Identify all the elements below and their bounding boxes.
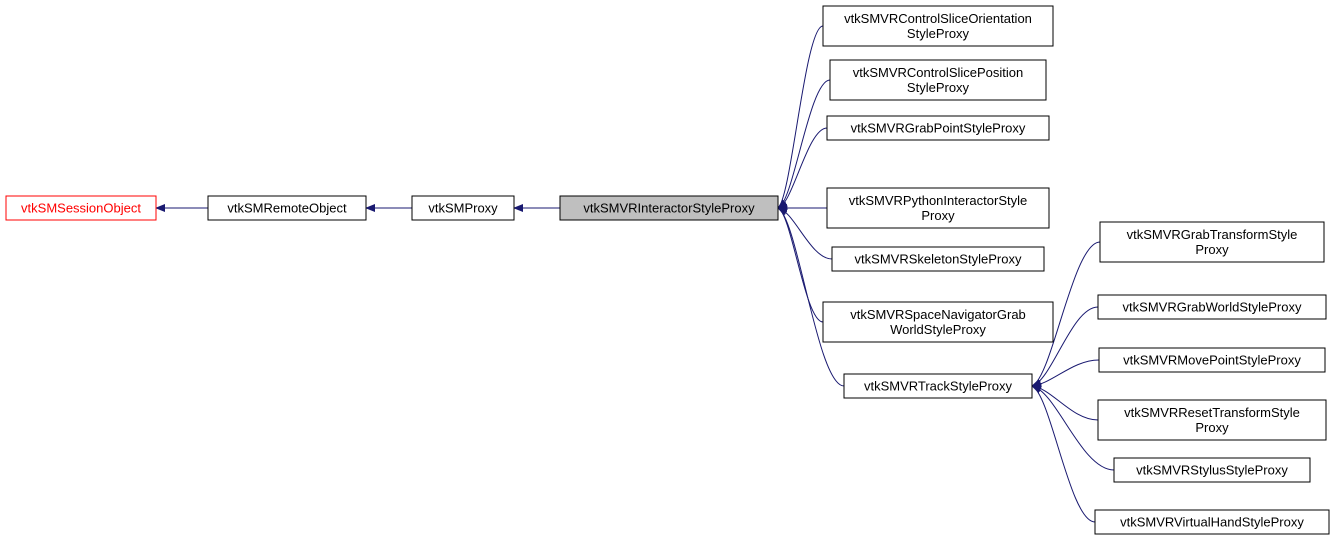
node-spaceNav[interactable]: vtkSMVRSpaceNavigatorGrabWorldStyleProxy bbox=[823, 302, 1053, 342]
node-stylus[interactable]: vtkSMVRStylusStyleProxy bbox=[1114, 458, 1310, 482]
node-ctrlOrient-label-line-1: StyleProxy bbox=[907, 26, 970, 41]
node-pythonInteractor[interactable]: vtkSMVRPythonInteractorStyleProxy bbox=[827, 188, 1049, 228]
node-grabPoint-label-line-0: vtkSMVRGrabPointStyleProxy bbox=[851, 120, 1026, 135]
node-remote-label-line-0: vtkSMRemoteObject bbox=[227, 200, 347, 215]
node-ctrlOrient-label-line-0: vtkSMVRControlSliceOrientation bbox=[844, 11, 1032, 26]
node-session-label-line-0: vtkSMSessionObject bbox=[21, 200, 141, 215]
node-resetTransform-label-line-0: vtkSMVRResetTransformStyle bbox=[1124, 405, 1300, 420]
node-ctrlPos[interactable]: vtkSMVRControlSlicePositionStyleProxy bbox=[830, 60, 1046, 100]
edge-ctrlOrient-to-interactor bbox=[778, 26, 823, 208]
node-virtualHand-label-line-0: vtkSMVRVirtualHandStyleProxy bbox=[1120, 514, 1304, 529]
edge-skeleton-to-interactor bbox=[778, 208, 832, 259]
nodes-layer: vtkSMSessionObject vtkSMRemoteObject vtkSM… bbox=[6, 6, 1329, 534]
node-pythonInteractor-label-line-0: vtkSMVRPythonInteractorStyle bbox=[849, 193, 1027, 208]
node-interactor[interactable]: vtkSMVRInteractorStyleProxy bbox=[560, 196, 778, 220]
node-grabTransform[interactable]: vtkSMVRGrabTransformStyleProxy bbox=[1100, 222, 1324, 262]
node-virtualHand[interactable]: vtkSMVRVirtualHandStyleProxy bbox=[1095, 510, 1329, 534]
node-ctrlPos-label-line-1: StyleProxy bbox=[907, 80, 970, 95]
node-track-label-line-0: vtkSMVRTrackStyleProxy bbox=[864, 378, 1013, 393]
node-stylus-label-line-0: vtkSMVRStylusStyleProxy bbox=[1136, 462, 1288, 477]
node-resetTransform[interactable]: vtkSMVRResetTransformStyleProxy bbox=[1098, 400, 1326, 440]
node-proxy-label-line-0: vtkSMProxy bbox=[428, 200, 498, 215]
node-grabPoint[interactable]: vtkSMVRGrabPointStyleProxy bbox=[827, 116, 1049, 140]
edge-spaceNav-to-interactor bbox=[778, 208, 823, 322]
node-ctrlOrient[interactable]: vtkSMVRControlSliceOrientationStyleProxy bbox=[823, 6, 1053, 46]
node-spaceNav-label-line-0: vtkSMVRSpaceNavigatorGrab bbox=[850, 307, 1026, 322]
node-track[interactable]: vtkSMVRTrackStyleProxy bbox=[844, 374, 1032, 398]
node-grabTransform-label-line-1: Proxy bbox=[1195, 242, 1229, 257]
node-proxy[interactable]: vtkSMProxy bbox=[412, 196, 514, 220]
node-skeleton-label-line-0: vtkSMVRSkeletonStyleProxy bbox=[855, 251, 1022, 266]
node-remote[interactable]: vtkSMRemoteObject bbox=[208, 196, 366, 220]
node-spaceNav-label-line-1: WorldStyleProxy bbox=[890, 322, 986, 337]
node-grabTransform-label-line-0: vtkSMVRGrabTransformStyle bbox=[1127, 227, 1298, 242]
node-interactor-label-line-0: vtkSMVRInteractorStyleProxy bbox=[583, 200, 755, 215]
node-skeleton[interactable]: vtkSMVRSkeletonStyleProxy bbox=[832, 247, 1044, 271]
node-session[interactable]: vtkSMSessionObject bbox=[6, 196, 156, 220]
node-movePoint-label-line-0: vtkSMVRMovePointStyleProxy bbox=[1123, 352, 1301, 367]
inheritance-diagram: vtkSMSessionObject vtkSMRemoteObject vtkSM… bbox=[0, 0, 1336, 542]
edge-track-to-interactor bbox=[778, 208, 844, 386]
node-ctrlPos-label-line-0: vtkSMVRControlSlicePosition bbox=[853, 65, 1024, 80]
node-pythonInteractor-label-line-1: Proxy bbox=[921, 208, 955, 223]
node-resetTransform-label-line-1: Proxy bbox=[1195, 420, 1229, 435]
node-movePoint[interactable]: vtkSMVRMovePointStyleProxy bbox=[1099, 348, 1325, 372]
node-grabWorld-label-line-0: vtkSMVRGrabWorldStyleProxy bbox=[1123, 299, 1302, 314]
node-grabWorld[interactable]: vtkSMVRGrabWorldStyleProxy bbox=[1098, 295, 1326, 319]
edge-virtualHand-to-track bbox=[1032, 386, 1095, 522]
